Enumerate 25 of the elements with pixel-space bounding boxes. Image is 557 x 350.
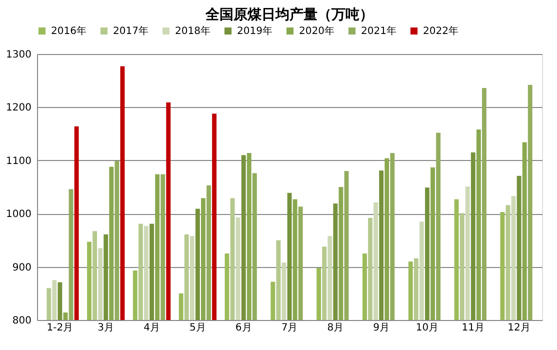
x-tick-label: 1-2月 [46,322,74,334]
chart-title: 全国原煤日均产量（万吨） [204,6,374,23]
x-tick-label: 12月 [508,322,530,334]
legend-label: 2016年 [51,25,86,37]
legend-label: 2018年 [175,25,210,37]
y-tick-label: 800 [12,316,32,326]
legend-label: 2021年 [361,25,396,37]
legend-label: 2020年 [299,25,334,37]
legend-label: 2017年 [113,25,148,37]
y-tick-label: 1300 [6,50,32,60]
x-tick-label: 7月 [281,322,298,334]
x-tick-label: 9月 [373,322,390,334]
x-tick-label: 10月 [416,322,439,334]
y-tick-label: 1000 [6,209,32,220]
x-tick-label: 11月 [462,322,485,334]
y-tick-label: 1100 [6,156,32,167]
y-tick-label: 900 [12,262,32,274]
y-tick-label: 1200 [6,102,32,114]
legend-label: 2019年 [237,25,272,37]
x-tick-label: 8月 [327,322,344,334]
x-tick-label: 4月 [144,322,160,334]
x-tick-label: 5月 [189,322,206,334]
legend-label: 2022年 [423,25,458,37]
x-tick-label: 3月 [98,322,114,334]
x-tick-label: 6月 [235,322,252,334]
